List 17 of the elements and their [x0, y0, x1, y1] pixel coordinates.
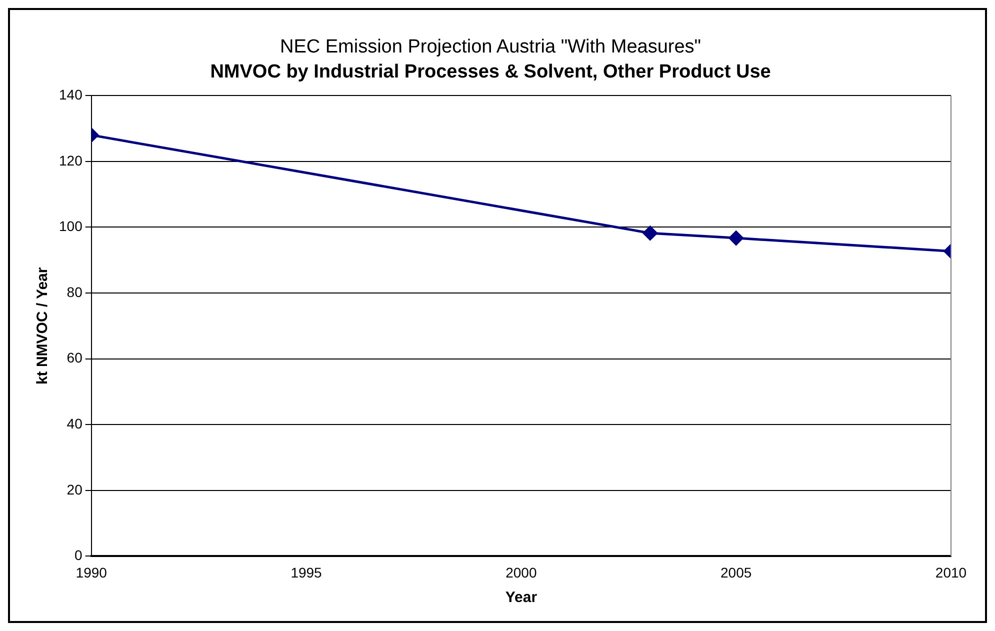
chart-title: NEC Emission Projection Austria "With Measures" [280, 36, 702, 58]
y-tick-label: 60 [66, 350, 83, 366]
x-axis-title: Year [505, 589, 538, 606]
y-tick-label: 80 [66, 284, 83, 300]
y-tick-label: 120 [59, 152, 83, 168]
y-tick-label: 140 [59, 86, 83, 102]
x-tick-label: 2000 [506, 564, 537, 580]
x-tick-label: 2010 [935, 564, 967, 580]
x-tick-label: 1995 [290, 564, 322, 580]
y-tick-label: 20 [66, 481, 83, 498]
y-tick-label: 0 [74, 547, 83, 564]
x-tick-label: 1990 [76, 564, 108, 580]
y-axis-title: kt NMVOC / Year [34, 267, 52, 385]
chart-subtitle: NMVOC by Industrial Processes & Solvent, Other Product Use [210, 61, 771, 82]
x-tick-label: 2005 [720, 564, 752, 580]
y-tick-label: 100 [59, 218, 83, 234]
y-tick-label: 40 [66, 415, 83, 432]
